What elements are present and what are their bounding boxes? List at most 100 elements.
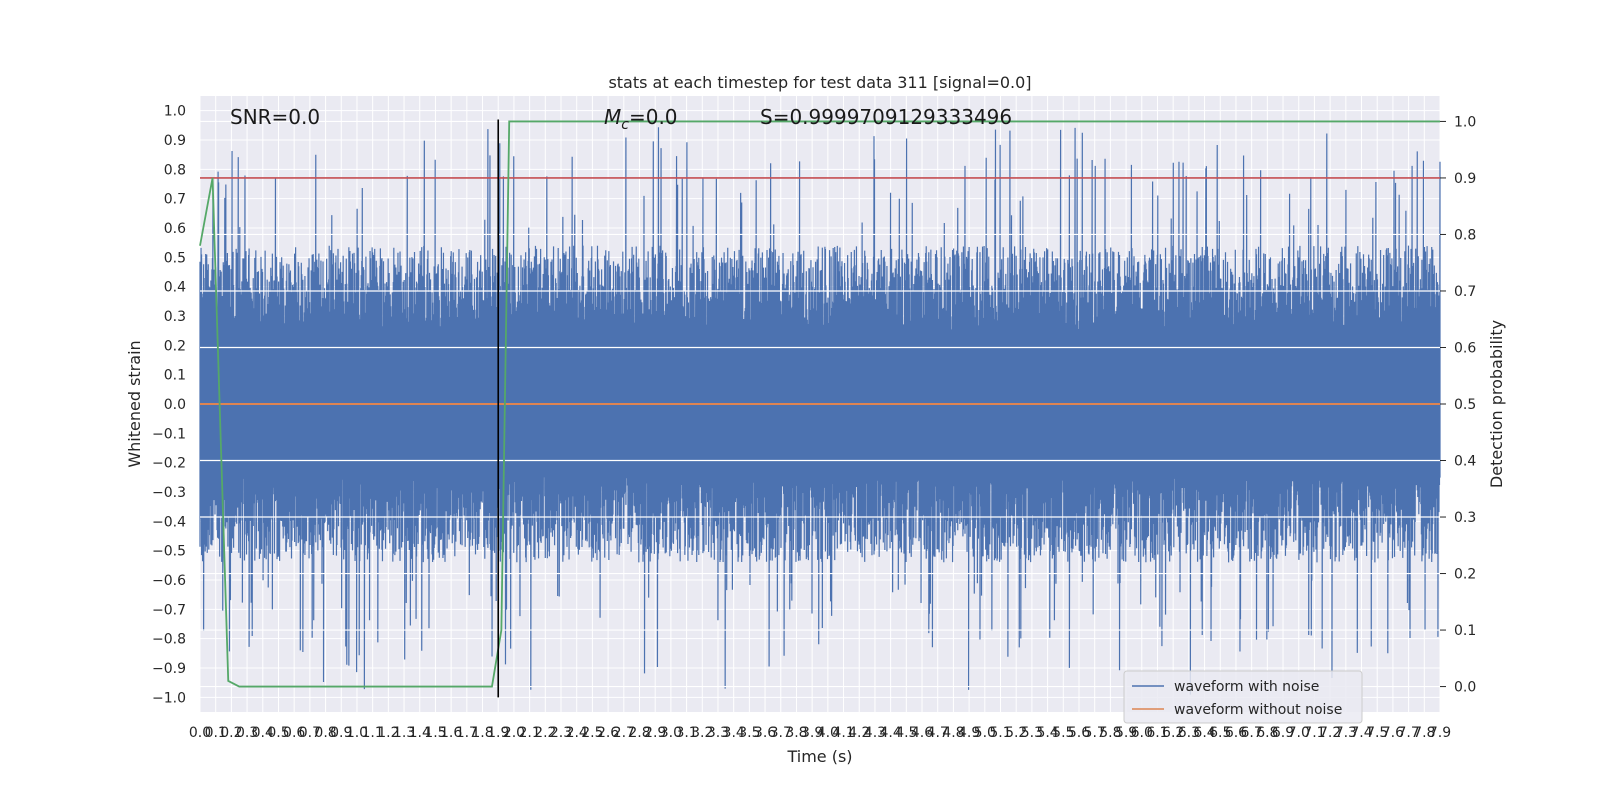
y-tick-label: 0.9 <box>164 133 186 149</box>
x-tick-label: 0.4 <box>252 725 274 741</box>
y-tick-label: −0.7 <box>152 602 186 618</box>
x-tick-label: 7.4 <box>1350 725 1372 741</box>
x-tick-label: 1.6 <box>440 725 462 741</box>
x-tick-label: 1.7 <box>456 725 478 741</box>
x-tick-label: 6.2 <box>1162 725 1184 741</box>
legend-label-clean: waveform without noise <box>1174 702 1342 718</box>
y-tick-label: 0.6 <box>164 221 186 237</box>
y-tick-label: −0.8 <box>152 632 186 648</box>
x-tick-label: 2.0 <box>503 725 525 741</box>
x-tick-label: 2.7 <box>613 725 635 741</box>
x-tick-label: 1.4 <box>409 725 431 741</box>
y-tick-label: −1.0 <box>152 690 186 706</box>
x-tick-label: 2.9 <box>644 725 666 741</box>
x-tick-label: 3.8 <box>785 725 807 741</box>
y-tick-label: 0.2 <box>164 338 186 354</box>
y-axis-label: Whitened strain <box>125 340 144 467</box>
x-tick-label: 2.5 <box>581 725 603 741</box>
x-tick-label: 4.6 <box>911 725 933 741</box>
x-tick-label: 6.9 <box>1272 725 1294 741</box>
x-tick-label: 4.3 <box>864 725 886 741</box>
y-tick-label: 0.3 <box>164 309 186 325</box>
y-tick-label: 1.0 <box>164 104 186 120</box>
x-tick-label: 2.4 <box>566 725 588 741</box>
y2-tick-label: 0.3 <box>1454 510 1476 526</box>
y2-tick-label: 0.1 <box>1454 623 1476 639</box>
x-tick-label: 7.3 <box>1335 725 1357 741</box>
y-tick-label: −0.9 <box>152 661 186 677</box>
legend: waveform with noise waveform without noi… <box>1123 670 1363 724</box>
x-tick-label: 5.6 <box>1068 725 1090 741</box>
x-tick-label: 4.7 <box>927 725 949 741</box>
x-tick-label: 0.5 <box>267 725 289 741</box>
x-axis-label: Time (s) <box>786 747 852 766</box>
legend-label-noise: waveform with noise <box>1174 679 1319 695</box>
x-tick-label: 3.2 <box>691 725 713 741</box>
x-tick-label: 4.1 <box>832 725 854 741</box>
x-tick-label: 5.3 <box>1021 725 1043 741</box>
x-tick-label: 2.6 <box>597 725 619 741</box>
y-tick-label: −0.6 <box>152 573 186 589</box>
x-tick-label: 0.9 <box>330 725 352 741</box>
x-tick-label: 3.3 <box>707 725 729 741</box>
x-tick-label: 7.8 <box>1413 725 1435 741</box>
x-tick-labels: 0.00.10.20.30.40.50.60.70.80.91.01.11.21… <box>189 725 1451 741</box>
x-tick-label: 6.6 <box>1225 725 1247 741</box>
x-tick-label: 1.5 <box>424 725 446 741</box>
x-tick-label: 0.0 <box>189 725 211 741</box>
y2-tick-label: 0.8 <box>1454 227 1476 243</box>
x-tick-label: 6.1 <box>1146 725 1168 741</box>
y2-tick-label: 0.9 <box>1454 171 1476 187</box>
y-tick-label: 0.1 <box>164 368 186 384</box>
mc-annotation: Mc=0.0 <box>604 105 678 133</box>
y2-tick-label: 1.0 <box>1454 114 1476 130</box>
x-tick-label: 6.7 <box>1241 725 1263 741</box>
y-tick-label: 0.0 <box>164 397 186 413</box>
x-tick-label: 0.8 <box>314 725 336 741</box>
x-tick-label: 7.0 <box>1288 725 1310 741</box>
y-tick-labels: 1.0 0.9 0.8 0.7 0.6 0.5 0.4 0.3 0.2 0.1 0.0 −0.1 −0.… <box>152 104 186 707</box>
x-tick-label: 1.9 <box>487 725 509 741</box>
x-tick-label: 4.8 <box>942 725 964 741</box>
x-tick-label: 7.9 <box>1429 725 1451 741</box>
x-tick-label: 3.9 <box>801 725 823 741</box>
chart-title: stats at each timestep for test data 311… <box>608 73 1031 92</box>
x-tick-label: 5.1 <box>989 725 1011 741</box>
x-tick-label: 7.6 <box>1382 725 1404 741</box>
legend-box <box>1123 670 1363 724</box>
y-tick-label: −0.5 <box>152 544 186 560</box>
x-tick-label: 1.2 <box>377 725 399 741</box>
x-tick-label: 4.9 <box>958 725 980 741</box>
x-tick-label: 0.1 <box>205 725 227 741</box>
x-tick-label: 6.4 <box>1193 725 1215 741</box>
x-tick-label: 7.7 <box>1397 725 1419 741</box>
x-tick-label: 2.1 <box>518 725 540 741</box>
snr-annotation: SNR=0.0 <box>230 105 320 129</box>
x-tick-label: 4.2 <box>848 725 870 741</box>
x-tick-label: 1.3 <box>393 725 415 741</box>
x-tick-label: 7.5 <box>1366 725 1388 741</box>
lines-layer <box>199 119 1440 698</box>
waveform-with-noise-line <box>199 127 1441 695</box>
y-tick-label: 0.8 <box>164 162 186 178</box>
y2-tick-label: 0.0 <box>1454 680 1476 696</box>
y-tick-label: −0.3 <box>152 485 186 501</box>
y2-axis-label: Detection probability <box>1487 320 1506 488</box>
y-tick-label: −0.1 <box>152 426 186 442</box>
x-tick-label: 1.8 <box>471 725 493 741</box>
x-tick-label: 5.2 <box>1005 725 1027 741</box>
x-tick-label: 0.6 <box>283 725 305 741</box>
x-tick-label: 2.8 <box>628 725 650 741</box>
x-tick-label: 5.9 <box>1115 725 1137 741</box>
x-tick-label: 0.3 <box>236 725 258 741</box>
mc-subscript: c <box>621 117 629 133</box>
x-tick-label: 3.5 <box>738 725 760 741</box>
y-tick-label: 0.5 <box>164 250 186 266</box>
x-tick-label: 0.2 <box>220 725 242 741</box>
x-tick-label: 4.5 <box>895 725 917 741</box>
x-tick-label: 5.5 <box>1052 725 1074 741</box>
x-tick-label: 6.5 <box>1209 725 1231 741</box>
x-tick-label: 5.0 <box>974 725 996 741</box>
x-tick-label: 3.1 <box>675 725 697 741</box>
